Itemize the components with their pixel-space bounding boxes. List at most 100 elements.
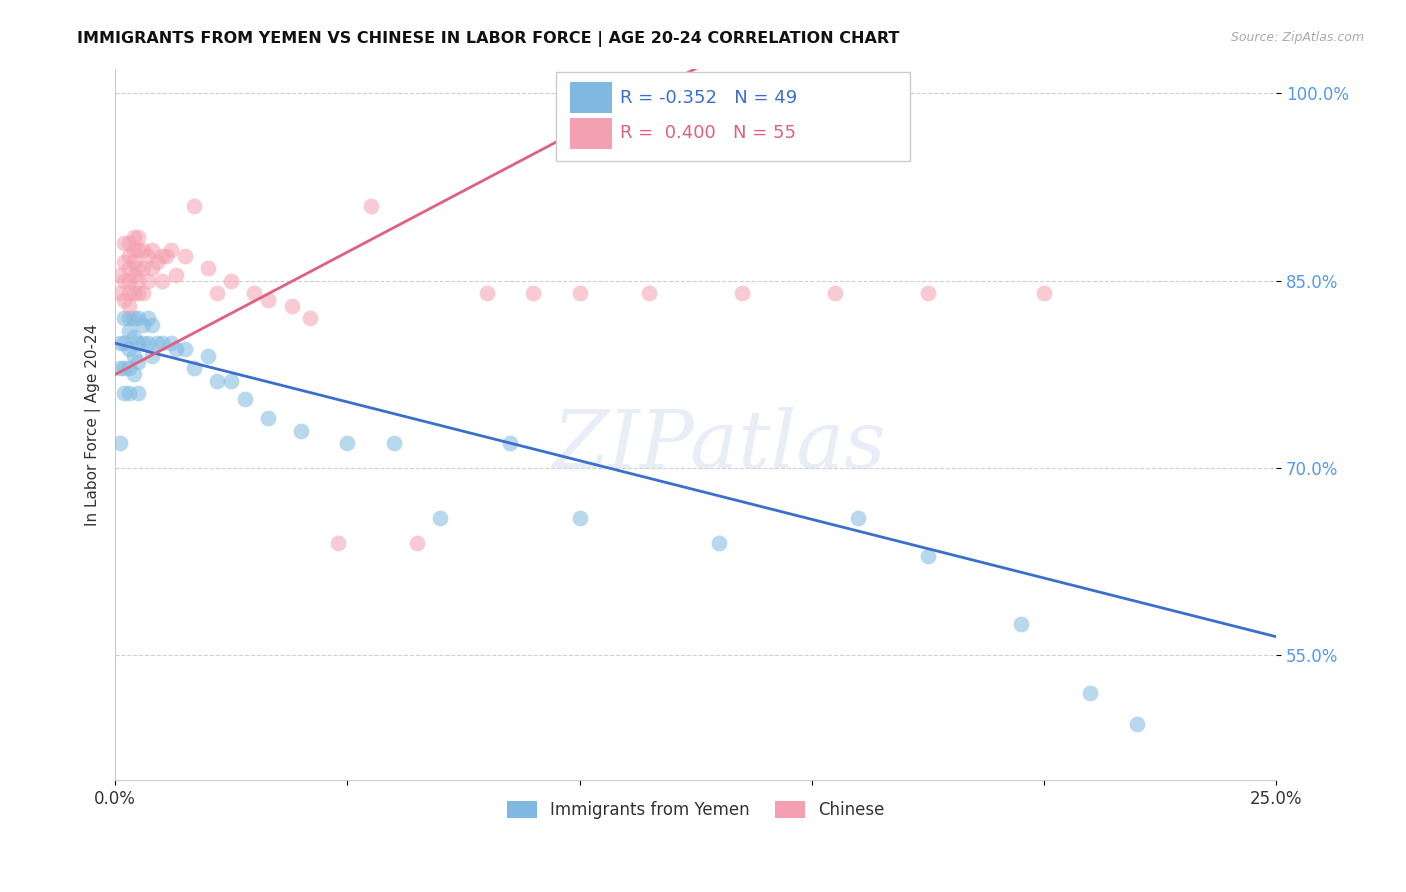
- Point: [1010, 617, 1032, 632]
- Point: [114, 386, 136, 401]
- Point: [731, 286, 754, 301]
- Point: [127, 355, 149, 369]
- Point: [132, 261, 155, 276]
- FancyBboxPatch shape: [571, 118, 612, 149]
- Point: [132, 286, 155, 301]
- Point: [118, 299, 141, 313]
- Point: [290, 424, 312, 438]
- Point: [165, 343, 187, 357]
- Point: [127, 261, 149, 276]
- Point: [122, 330, 145, 344]
- Point: [141, 243, 163, 257]
- Point: [299, 311, 322, 326]
- Point: [146, 255, 169, 269]
- Text: R =  0.400   N = 55: R = 0.400 N = 55: [620, 124, 796, 143]
- Point: [146, 336, 169, 351]
- Y-axis label: In Labor Force | Age 20-24: In Labor Force | Age 20-24: [86, 323, 101, 525]
- Point: [114, 274, 136, 288]
- Text: Source: ZipAtlas.com: Source: ZipAtlas.com: [1230, 31, 1364, 45]
- Point: [132, 243, 155, 257]
- Point: [475, 286, 498, 301]
- Point: [917, 549, 939, 563]
- Point: [136, 274, 159, 288]
- Point: [127, 286, 149, 301]
- Point: [127, 243, 149, 257]
- Legend: Immigrants from Yemen, Chinese: Immigrants from Yemen, Chinese: [501, 794, 891, 825]
- Text: ZIPatlas: ZIPatlas: [553, 407, 886, 484]
- Point: [127, 336, 149, 351]
- Point: [114, 361, 136, 376]
- Point: [183, 199, 205, 213]
- Point: [118, 343, 141, 357]
- Point: [118, 236, 141, 251]
- Point: [522, 286, 544, 301]
- Point: [219, 274, 242, 288]
- Point: [150, 274, 173, 288]
- Point: [207, 286, 229, 301]
- Point: [118, 361, 141, 376]
- Point: [127, 386, 149, 401]
- Point: [568, 286, 591, 301]
- Point: [1078, 686, 1101, 700]
- Point: [118, 311, 141, 326]
- Point: [243, 286, 266, 301]
- Point: [114, 311, 136, 326]
- Point: [257, 411, 280, 425]
- Point: [165, 268, 187, 282]
- Point: [160, 336, 183, 351]
- Point: [122, 230, 145, 244]
- Point: [118, 249, 141, 263]
- Point: [132, 336, 155, 351]
- Point: [122, 368, 145, 382]
- Point: [160, 243, 183, 257]
- Point: [280, 299, 302, 313]
- Point: [132, 318, 155, 332]
- Point: [127, 274, 149, 288]
- Point: [173, 343, 195, 357]
- FancyBboxPatch shape: [557, 72, 911, 161]
- Point: [638, 286, 661, 301]
- Point: [108, 361, 131, 376]
- Point: [108, 336, 131, 351]
- Point: [122, 268, 145, 282]
- Point: [1126, 717, 1149, 731]
- Point: [846, 511, 869, 525]
- Point: [707, 536, 730, 550]
- Point: [108, 436, 131, 450]
- Point: [118, 261, 141, 276]
- Point: [257, 293, 280, 307]
- Point: [499, 436, 522, 450]
- Point: [155, 249, 177, 263]
- Point: [118, 386, 141, 401]
- Point: [233, 392, 256, 407]
- FancyBboxPatch shape: [571, 82, 612, 113]
- Point: [118, 274, 141, 288]
- Point: [1032, 286, 1054, 301]
- Point: [917, 286, 939, 301]
- Point: [150, 336, 173, 351]
- Point: [173, 249, 195, 263]
- Point: [122, 243, 145, 257]
- Point: [114, 255, 136, 269]
- Point: [382, 436, 405, 450]
- Point: [136, 249, 159, 263]
- Point: [219, 374, 242, 388]
- Point: [114, 293, 136, 307]
- Point: [326, 536, 349, 550]
- Point: [197, 349, 219, 363]
- Point: [136, 336, 159, 351]
- Point: [429, 511, 451, 525]
- Point: [122, 286, 145, 301]
- Point: [114, 236, 136, 251]
- Point: [114, 336, 136, 351]
- Point: [122, 349, 145, 363]
- Point: [141, 261, 163, 276]
- Point: [127, 230, 149, 244]
- Point: [150, 249, 173, 263]
- Point: [118, 286, 141, 301]
- Text: IMMIGRANTS FROM YEMEN VS CHINESE IN LABOR FORCE | AGE 20-24 CORRELATION CHART: IMMIGRANTS FROM YEMEN VS CHINESE IN LABO…: [77, 31, 900, 47]
- Point: [122, 311, 145, 326]
- Point: [183, 361, 205, 376]
- Point: [136, 311, 159, 326]
- Point: [360, 199, 382, 213]
